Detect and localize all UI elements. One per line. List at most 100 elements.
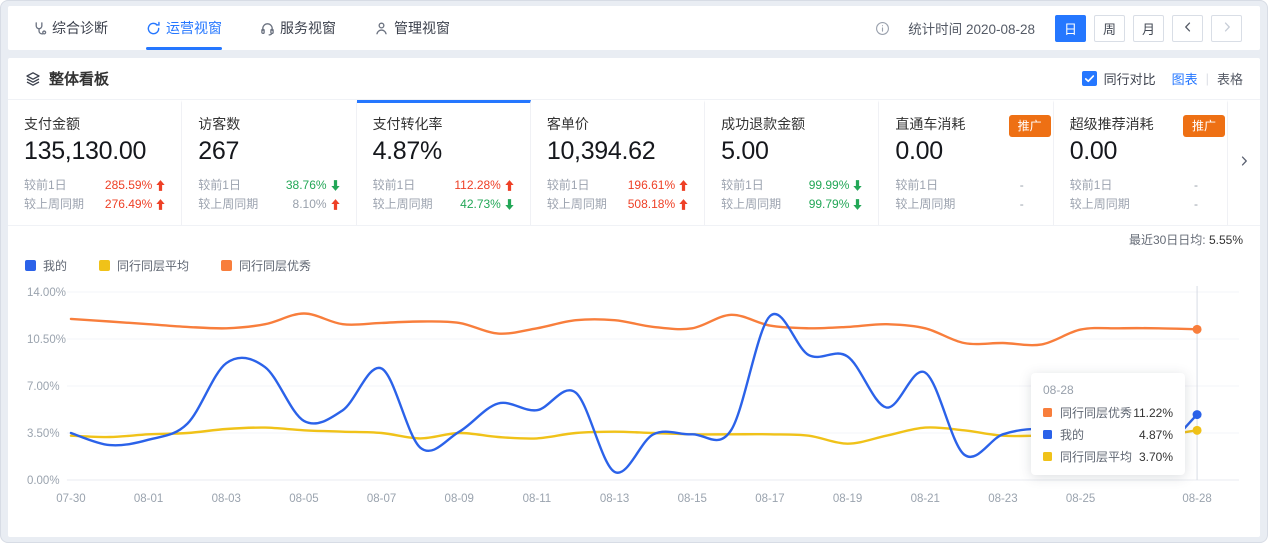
compare-row: 较前1日 285.59% (24, 176, 165, 195)
board-tools: 同行对比 图表 | 表格 (1081, 69, 1243, 88)
compare-value: 99.79% (808, 197, 850, 211)
board-header: 整体看板 同行对比 图表 | 表格 (8, 58, 1260, 100)
next-period-button[interactable] (1211, 14, 1242, 42)
legend-item[interactable]: 我的 (25, 257, 67, 274)
arrow-up-icon (675, 199, 688, 210)
board-title: 整体看板 (49, 71, 110, 88)
compare-value: 99.99% (808, 178, 850, 192)
chart-area[interactable]: 0.00% 3.50% 7.00% 10.50% 14.00% 07-30 08-01 08-… (25, 282, 1243, 510)
compare-value: 38.76% (285, 178, 327, 192)
arrow-up-icon (152, 199, 165, 210)
metric-card[interactable]: 支付转化率 4.87% 较前1日 112.28% 较上周同期 42.73% (356, 100, 531, 225)
metric-card[interactable]: 客单价 10,394.62 较前1日 196.61% 较上周同期 508.18% (530, 100, 706, 225)
period-week-button[interactable]: 周 (1094, 14, 1125, 42)
svg-text:08-01: 08-01 (134, 493, 163, 505)
trend-chart[interactable]: 0.00% 3.50% 7.00% 10.50% 14.00% 07-30 08-01 08-… (25, 282, 1243, 510)
card-value: 135,130.00 (24, 137, 147, 165)
tab-service-view[interactable]: 服务视窗 (260, 6, 336, 50)
cards-scroll-right-button[interactable] (1228, 100, 1260, 225)
compare-label: 较前1日 (546, 178, 590, 192)
arrow-up-icon (675, 180, 688, 191)
compare-value: 8.10% (292, 197, 327, 211)
compare-label: 较前1日 (895, 178, 939, 192)
card-value: 0.00 (895, 137, 943, 165)
legend-label: 同行同层平均 (117, 258, 190, 273)
operations-icon (146, 21, 161, 36)
compare-row: 较前1日 196.61% (547, 176, 688, 195)
view-table-link[interactable]: 表格 (1216, 72, 1243, 87)
compare-row: 较上周同期 508.18% (547, 195, 688, 214)
compare-row: 较前1日 - (895, 176, 1036, 195)
metric-card[interactable]: 支付金额 135,130.00 较前1日 285.59% 较上周同期 276.49% (8, 100, 183, 225)
period-month-button[interactable]: 月 (1133, 14, 1164, 42)
metric-card[interactable]: 访客数 267 较前1日 38.76% 较上周同期 8.10% (182, 100, 357, 225)
metric-cards-row: 支付金额 135,130.00 较前1日 285.59% 较上周同期 276.49% 访客数… (8, 100, 1260, 226)
svg-text:08-17: 08-17 (755, 493, 784, 505)
service-icon (260, 21, 275, 36)
legend-item[interactable]: 同行同层优秀 (221, 257, 311, 274)
metric-card[interactable]: 推广 直通车消耗 0.00 较前1日 - 较上周同期 - (879, 100, 1054, 225)
compare-row: 较前1日 112.28% (373, 176, 514, 195)
compare-label: 较上周同期 (546, 197, 607, 211)
card-title: 支付转化率 (372, 116, 443, 132)
compare-value: - (1019, 197, 1024, 211)
legend-item[interactable]: 同行同层平均 (99, 257, 189, 274)
compare-value: - (1193, 197, 1198, 211)
compare-label: 较上周同期 (1069, 197, 1130, 211)
svg-text:7.00%: 7.00% (27, 381, 60, 393)
compare-row: 较上周同期 99.79% (721, 195, 863, 214)
info-icon[interactable] (875, 21, 890, 36)
compare-value: 285.59% (104, 178, 153, 192)
tooltip-row: 同行同层平均 3.70% (1043, 448, 1173, 465)
view-chart-link[interactable]: 图表 (1171, 72, 1198, 87)
arrow-down-icon (849, 199, 863, 210)
recent-average: 最近30日日均: 5.55% (25, 228, 1243, 252)
card-value: 4.87% (372, 137, 443, 165)
tab-label: 运营视窗 (166, 20, 222, 36)
arrow-down-icon (849, 180, 863, 191)
promo-badge: 推广 (1008, 115, 1051, 137)
stat-time-label: 统计时间 2020-08-28 (908, 22, 1035, 37)
legend-swatch (221, 259, 233, 271)
metric-card[interactable]: 成功退款金额 5.00 较前1日 99.99% 较上周同期 99.79% (705, 100, 880, 225)
tooltip-series-name: 我的 (1060, 428, 1085, 442)
metric-card[interactable]: 推广 超级推荐消耗 0.00 较前1日 - 较上周同期 - (1053, 100, 1228, 225)
recent-average-value: 5.55% (1208, 233, 1243, 247)
card-value: 0.00 (1069, 137, 1118, 165)
compare-value: 112.28% (454, 178, 501, 192)
compare-label: 较前1日 (198, 178, 241, 192)
svg-text:08-25: 08-25 (1066, 493, 1095, 505)
tab-label: 服务视窗 (280, 20, 336, 36)
compare-row: 较上周同期 276.49% (24, 195, 165, 214)
series-end-dot (1192, 410, 1202, 420)
chevron-right-icon (1221, 21, 1233, 36)
tab-comprehensive-diagnosis[interactable]: 综合诊断 (32, 6, 108, 50)
svg-text:08-19: 08-19 (833, 493, 862, 505)
tab-management-view[interactable]: 管理视窗 (374, 6, 450, 50)
view-divider: | (1205, 71, 1209, 86)
prev-period-button[interactable] (1172, 14, 1203, 42)
tooltip-row: 同行同层优秀 11.22% (1043, 404, 1173, 421)
arrow-up-icon (152, 180, 165, 191)
tooltip-series-name: 同行同层优秀 (1060, 406, 1133, 420)
peer-compare-checkbox[interactable] (1081, 71, 1097, 86)
tooltip-row: 我的 4.87% (1043, 426, 1173, 443)
compare-label: 较上周同期 (198, 197, 259, 211)
board-panel: 整体看板 同行对比 图表 | 表格 支付金额 135,130.00 较前1日 285.… (8, 58, 1260, 537)
tooltip-swatch (1043, 408, 1052, 417)
period-day-button[interactable]: 日 (1055, 14, 1086, 42)
compare-label: 较上周同期 (895, 197, 956, 211)
tooltip-swatch (1043, 430, 1052, 439)
card-value: 5.00 (721, 137, 769, 165)
series-line (69, 312, 1199, 474)
series-end-dot (1192, 324, 1202, 334)
tab-operations-view[interactable]: 运营视窗 (146, 6, 222, 50)
compare-label: 较前1日 (372, 178, 416, 192)
chart-tooltip: 08-28 同行同层优秀 11.22% 我的 4.87% 同行同层平均 3.70% (1031, 373, 1185, 475)
arrow-down-icon (327, 180, 340, 191)
svg-text:08-23: 08-23 (988, 493, 1017, 505)
arrow-up-icon (501, 180, 514, 191)
tooltip-swatch (1043, 452, 1052, 461)
compare-label: 较前1日 (1069, 178, 1113, 192)
compare-row: 较上周同期 - (1070, 195, 1211, 214)
